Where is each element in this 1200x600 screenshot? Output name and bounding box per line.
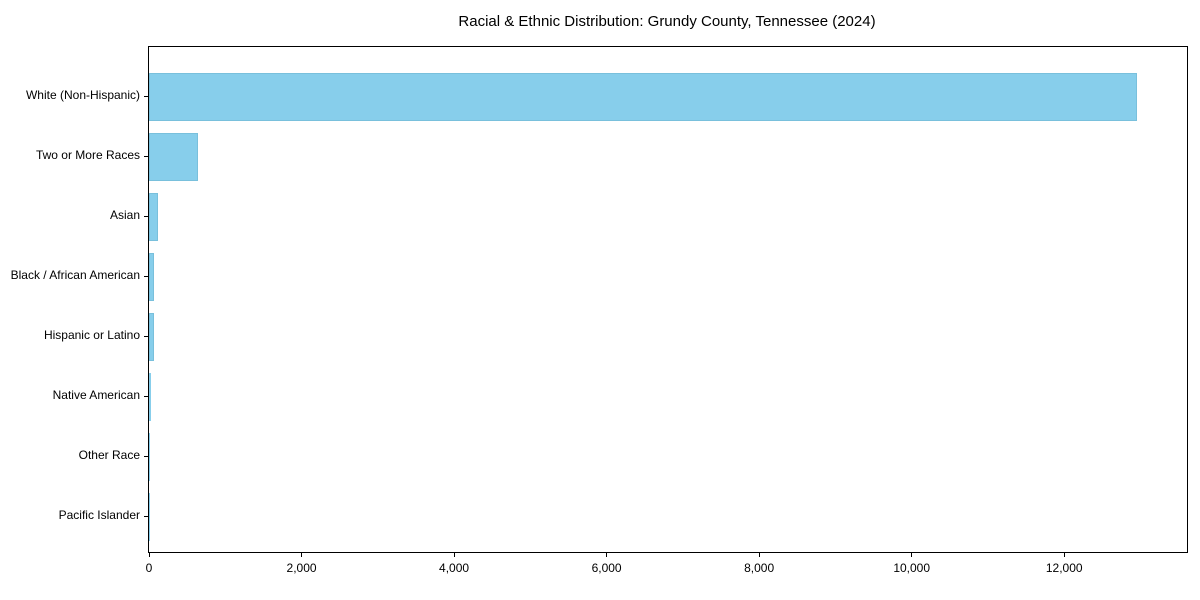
x-tick-mark xyxy=(453,553,455,557)
x-tick-mark xyxy=(758,553,760,557)
y-tick-label: Two or More Races xyxy=(35,148,140,162)
y-tick-mark xyxy=(144,156,148,157)
chart-title: Racial & Ethnic Distribution: Grundy Cou… xyxy=(458,13,876,30)
x-tick-label: 12,000 xyxy=(1045,561,1083,575)
x-tick-label: 0 xyxy=(145,561,153,575)
y-tick-label: Native American xyxy=(52,388,140,402)
x-tick-label: 2,000 xyxy=(286,561,317,575)
y-tick-mark xyxy=(144,456,148,457)
x-tick-mark xyxy=(301,553,303,557)
bar xyxy=(149,133,198,181)
y-tick-mark xyxy=(144,96,148,97)
bar xyxy=(149,373,151,421)
bar xyxy=(149,253,155,301)
x-tick-label: 10,000 xyxy=(893,561,931,575)
y-tick-mark xyxy=(144,336,148,337)
x-tick-label: 4,000 xyxy=(439,561,470,575)
y-tick-label: Pacific Islander xyxy=(58,508,140,522)
x-tick-label: 8,000 xyxy=(744,561,775,575)
y-tick-mark xyxy=(144,516,148,517)
x-tick-mark xyxy=(606,553,608,557)
bar xyxy=(149,313,154,361)
y-tick-mark xyxy=(144,396,148,397)
bar xyxy=(149,73,1137,121)
x-tick-mark xyxy=(148,553,150,557)
y-tick-label: Asian xyxy=(109,208,140,222)
y-tick-mark xyxy=(144,276,148,277)
x-tick-mark xyxy=(911,553,913,557)
y-tick-mark xyxy=(144,216,148,217)
y-tick-label: Black / African American xyxy=(10,268,140,282)
x-tick-mark xyxy=(1063,553,1065,557)
y-tick-label: Hispanic or Latino xyxy=(43,328,140,342)
y-tick-label: White (Non-Hispanic) xyxy=(25,88,140,102)
x-tick-label: 6,000 xyxy=(591,561,622,575)
y-tick-label: Other Race xyxy=(78,448,140,462)
plot-area: 0 2,000 4,000 6,000 8,000 10,000 12,000 xyxy=(144,46,1188,575)
bar xyxy=(149,193,159,241)
